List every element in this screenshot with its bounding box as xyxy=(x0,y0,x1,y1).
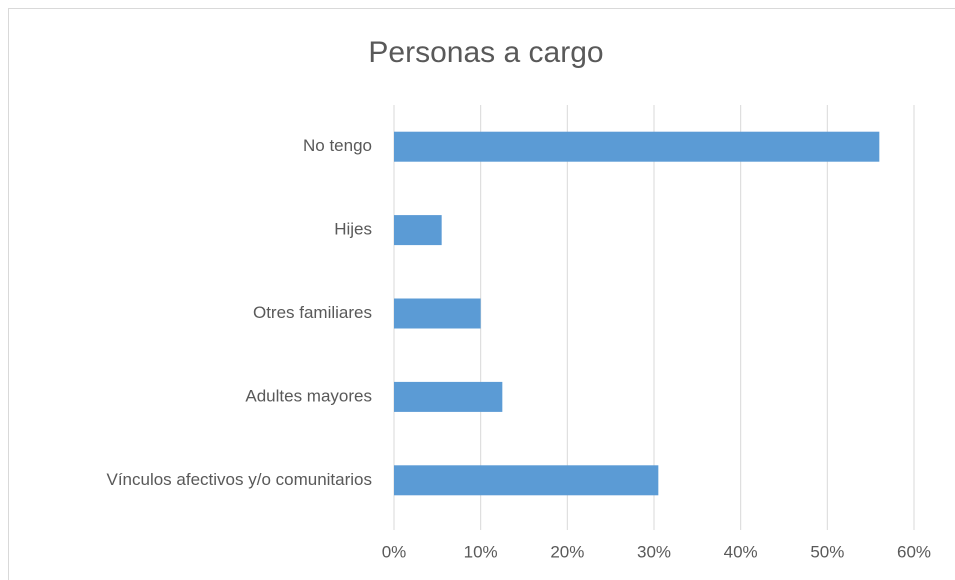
bar xyxy=(394,465,659,496)
bar xyxy=(394,215,442,246)
bar xyxy=(394,131,880,162)
x-tick-label: 30% xyxy=(637,542,671,561)
bar xyxy=(394,381,503,412)
bar xyxy=(394,298,481,329)
y-tick-label: Adultes mayores xyxy=(245,386,372,405)
x-tick-label: 40% xyxy=(724,542,758,561)
y-tick-label: Vínculos afectivos y/o comunitarios xyxy=(106,470,372,489)
y-tick-label: No tengo xyxy=(303,136,372,155)
x-tick-label: 50% xyxy=(810,542,844,561)
x-tick-label: 0% xyxy=(382,542,407,561)
chart-title: Personas a cargo xyxy=(368,36,603,69)
x-tick-label: 10% xyxy=(464,542,498,561)
y-tick-label: Hijes xyxy=(334,220,372,239)
y-tick-label: Otres familiares xyxy=(253,303,372,322)
x-tick-label: 20% xyxy=(550,542,584,561)
x-tick-label: 60% xyxy=(897,542,931,561)
